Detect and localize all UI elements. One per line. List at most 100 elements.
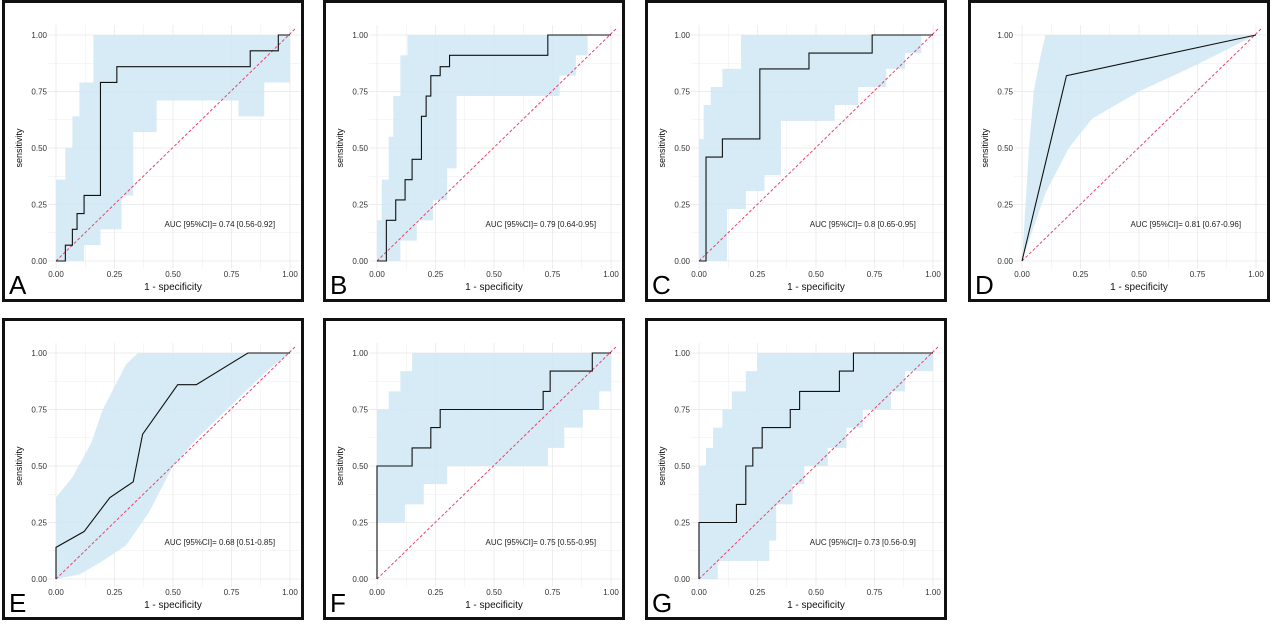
x-axis-label: 1 - specificity xyxy=(465,282,523,293)
roc-chart-svg: 0.00 0.25 0.50 0.75 1.00 0.00 0.25 0.50 0.75 1.00… xyxy=(657,343,943,611)
panel-label: A xyxy=(9,270,27,300)
x-tick-label: 0.75 xyxy=(867,270,883,279)
y-tick-label: 0.75 xyxy=(352,406,368,415)
y-tick-label: 0.25 xyxy=(674,519,690,528)
x-tick-label: 0.00 xyxy=(1014,270,1030,279)
y-tick-label: 0.50 xyxy=(674,144,690,153)
x-tick-label: 0.25 xyxy=(107,270,123,279)
y-tick-label: 0.00 xyxy=(31,575,47,584)
x-tick-label: 0.50 xyxy=(486,588,502,597)
auc-annotation: AUC [95%CI]= 0.79 [0.64-0.95] xyxy=(486,220,597,229)
y-tick-label: 1.00 xyxy=(674,31,690,40)
x-tick-label: 0.25 xyxy=(107,588,123,597)
x-tick-label: 1.00 xyxy=(925,270,941,279)
x-tick-label: 0.50 xyxy=(808,270,824,279)
auc-annotation: AUC [95%CI]= 0.74 [0.56-0.92] xyxy=(165,220,276,229)
y-tick-label: 0.25 xyxy=(31,201,47,210)
y-tick-label: 0.25 xyxy=(352,519,368,528)
x-tick-label: 0.00 xyxy=(369,588,385,597)
roc-chart-svg: 0.00 0.25 0.50 0.75 1.00 0.00 0.25 0.50 0.75 1.00… xyxy=(335,25,621,293)
x-tick-label: 0.50 xyxy=(165,588,181,597)
roc-panel-a: 0.00 0.25 0.50 0.75 1.00 0.00 0.25 0.50 0.75 1.00… xyxy=(2,0,304,302)
roc-panel-e: 0.00 0.25 0.50 0.75 1.00 0.00 0.25 0.50 0.75 1.00… xyxy=(2,318,304,620)
diagonal-reference-line xyxy=(376,345,618,580)
roc-chart-svg: 0.00 0.25 0.50 0.75 1.00 0.00 0.25 0.50 0.75 1.00… xyxy=(657,25,943,293)
roc-panel-f: 0.00 0.25 0.50 0.75 1.00 0.00 0.25 0.50 0.75 1.00… xyxy=(323,318,625,620)
diagonal-reference-line xyxy=(55,345,297,580)
y-tick-label: 1.00 xyxy=(997,31,1013,40)
y-tick-label: 0.75 xyxy=(674,406,690,415)
x-axis-label: 1 - specificity xyxy=(1110,282,1168,293)
panel-label: F xyxy=(330,588,346,618)
y-tick-label: 0.00 xyxy=(31,257,47,266)
y-tick-label: 0.25 xyxy=(674,201,690,210)
auc-annotation: AUC [95%CI]= 0.8 [0.65-0.95] xyxy=(810,220,916,229)
x-tick-label: 0.00 xyxy=(369,270,385,279)
y-axis-label: sensitivity xyxy=(14,446,24,486)
y-tick-label: 1.00 xyxy=(674,349,690,358)
x-tick-label: 1.00 xyxy=(603,270,619,279)
diagonal-reference-line xyxy=(376,27,618,262)
roc-curve xyxy=(699,34,933,262)
x-tick-label: 0.75 xyxy=(224,270,240,279)
y-tick-label: 0.50 xyxy=(352,144,368,153)
roc-panel-c: 0.00 0.25 0.50 0.75 1.00 0.00 0.25 0.50 0.75 1.00… xyxy=(645,0,947,302)
auc-annotation: AUC [95%CI]= 0.73 [0.56-0.9] xyxy=(810,538,916,547)
x-tick-label: 0.00 xyxy=(48,270,64,279)
y-tick-label: 0.25 xyxy=(352,201,368,210)
y-tick-label: 1.00 xyxy=(352,31,368,40)
x-tick-label: 0.75 xyxy=(1190,270,1206,279)
x-tick-label: 1.00 xyxy=(1248,270,1264,279)
x-tick-label: 0.75 xyxy=(867,588,883,597)
x-tick-label: 0.50 xyxy=(165,270,181,279)
x-tick-label: 0.50 xyxy=(808,588,824,597)
x-tick-label: 0.00 xyxy=(691,270,707,279)
x-tick-label: 0.25 xyxy=(428,270,444,279)
y-tick-label: 0.50 xyxy=(31,462,47,471)
x-tick-label: 0.25 xyxy=(1073,270,1089,279)
y-axis-label: sensitivity xyxy=(980,128,990,168)
roc-panel-g: 0.00 0.25 0.50 0.75 1.00 0.00 0.25 0.50 0.75 1.00… xyxy=(645,318,947,620)
y-tick-label: 0.75 xyxy=(31,88,47,97)
y-tick-label: 0.00 xyxy=(352,257,368,266)
y-tick-label: 1.00 xyxy=(31,31,47,40)
roc-curve xyxy=(1021,34,1257,262)
ci-band xyxy=(699,35,933,261)
roc-panel-b: 0.00 0.25 0.50 0.75 1.00 0.00 0.25 0.50 0.75 1.00… xyxy=(323,0,625,302)
roc-chart-svg: 0.00 0.25 0.50 0.75 1.00 0.00 0.25 0.50 0.75 1.00… xyxy=(335,343,621,611)
x-tick-label: 0.75 xyxy=(224,588,240,597)
y-tick-label: 0.50 xyxy=(674,462,690,471)
x-tick-label: 0.00 xyxy=(691,588,707,597)
y-axis-label: sensitivity xyxy=(657,446,667,486)
diagonal-reference-line xyxy=(698,345,940,580)
roc-curve xyxy=(55,352,290,579)
y-tick-label: 0.25 xyxy=(31,519,47,528)
y-tick-label: 0.00 xyxy=(674,257,690,266)
panel-label: B xyxy=(330,270,348,300)
x-tick-label: 0.50 xyxy=(1131,270,1147,279)
x-tick-label: 1.00 xyxy=(925,588,941,597)
y-tick-label: 0.00 xyxy=(674,575,690,584)
y-axis-label: sensitivity xyxy=(14,128,24,168)
roc-chart-svg: 0.00 0.25 0.50 0.75 1.00 0.00 0.25 0.50 0.75 1.00… xyxy=(14,25,300,293)
x-tick-label: 1.00 xyxy=(282,270,298,279)
x-axis-label: 1 - specificity xyxy=(787,282,845,293)
ci-band xyxy=(377,353,611,523)
x-tick-label: 0.25 xyxy=(428,588,444,597)
panel-label: E xyxy=(9,588,27,618)
roc-chart-svg: 0.00 0.25 0.50 0.75 1.00 0.00 0.25 0.50 0.75 1.00… xyxy=(14,343,300,611)
x-axis-label: 1 - specificity xyxy=(144,282,202,293)
y-tick-label: 0.00 xyxy=(352,575,368,584)
x-tick-label: 0.75 xyxy=(545,588,561,597)
y-tick-label: 0.25 xyxy=(997,201,1013,210)
y-tick-label: 0.50 xyxy=(997,144,1013,153)
y-axis-label: sensitivity xyxy=(335,446,345,486)
x-axis-label: 1 - specificity xyxy=(787,600,845,611)
auc-annotation: AUC [95%CI]= 0.75 [0.55-0.95] xyxy=(486,538,597,547)
x-tick-label: 0.50 xyxy=(486,270,502,279)
roc-chart-svg: 0.00 0.25 0.50 0.75 1.00 0.00 0.25 0.50 0.75 1.00… xyxy=(980,25,1266,293)
y-tick-label: 0.75 xyxy=(352,88,368,97)
y-tick-label: 0.50 xyxy=(352,462,368,471)
x-axis-label: 1 - specificity xyxy=(465,600,523,611)
x-tick-label: 0.25 xyxy=(750,588,766,597)
